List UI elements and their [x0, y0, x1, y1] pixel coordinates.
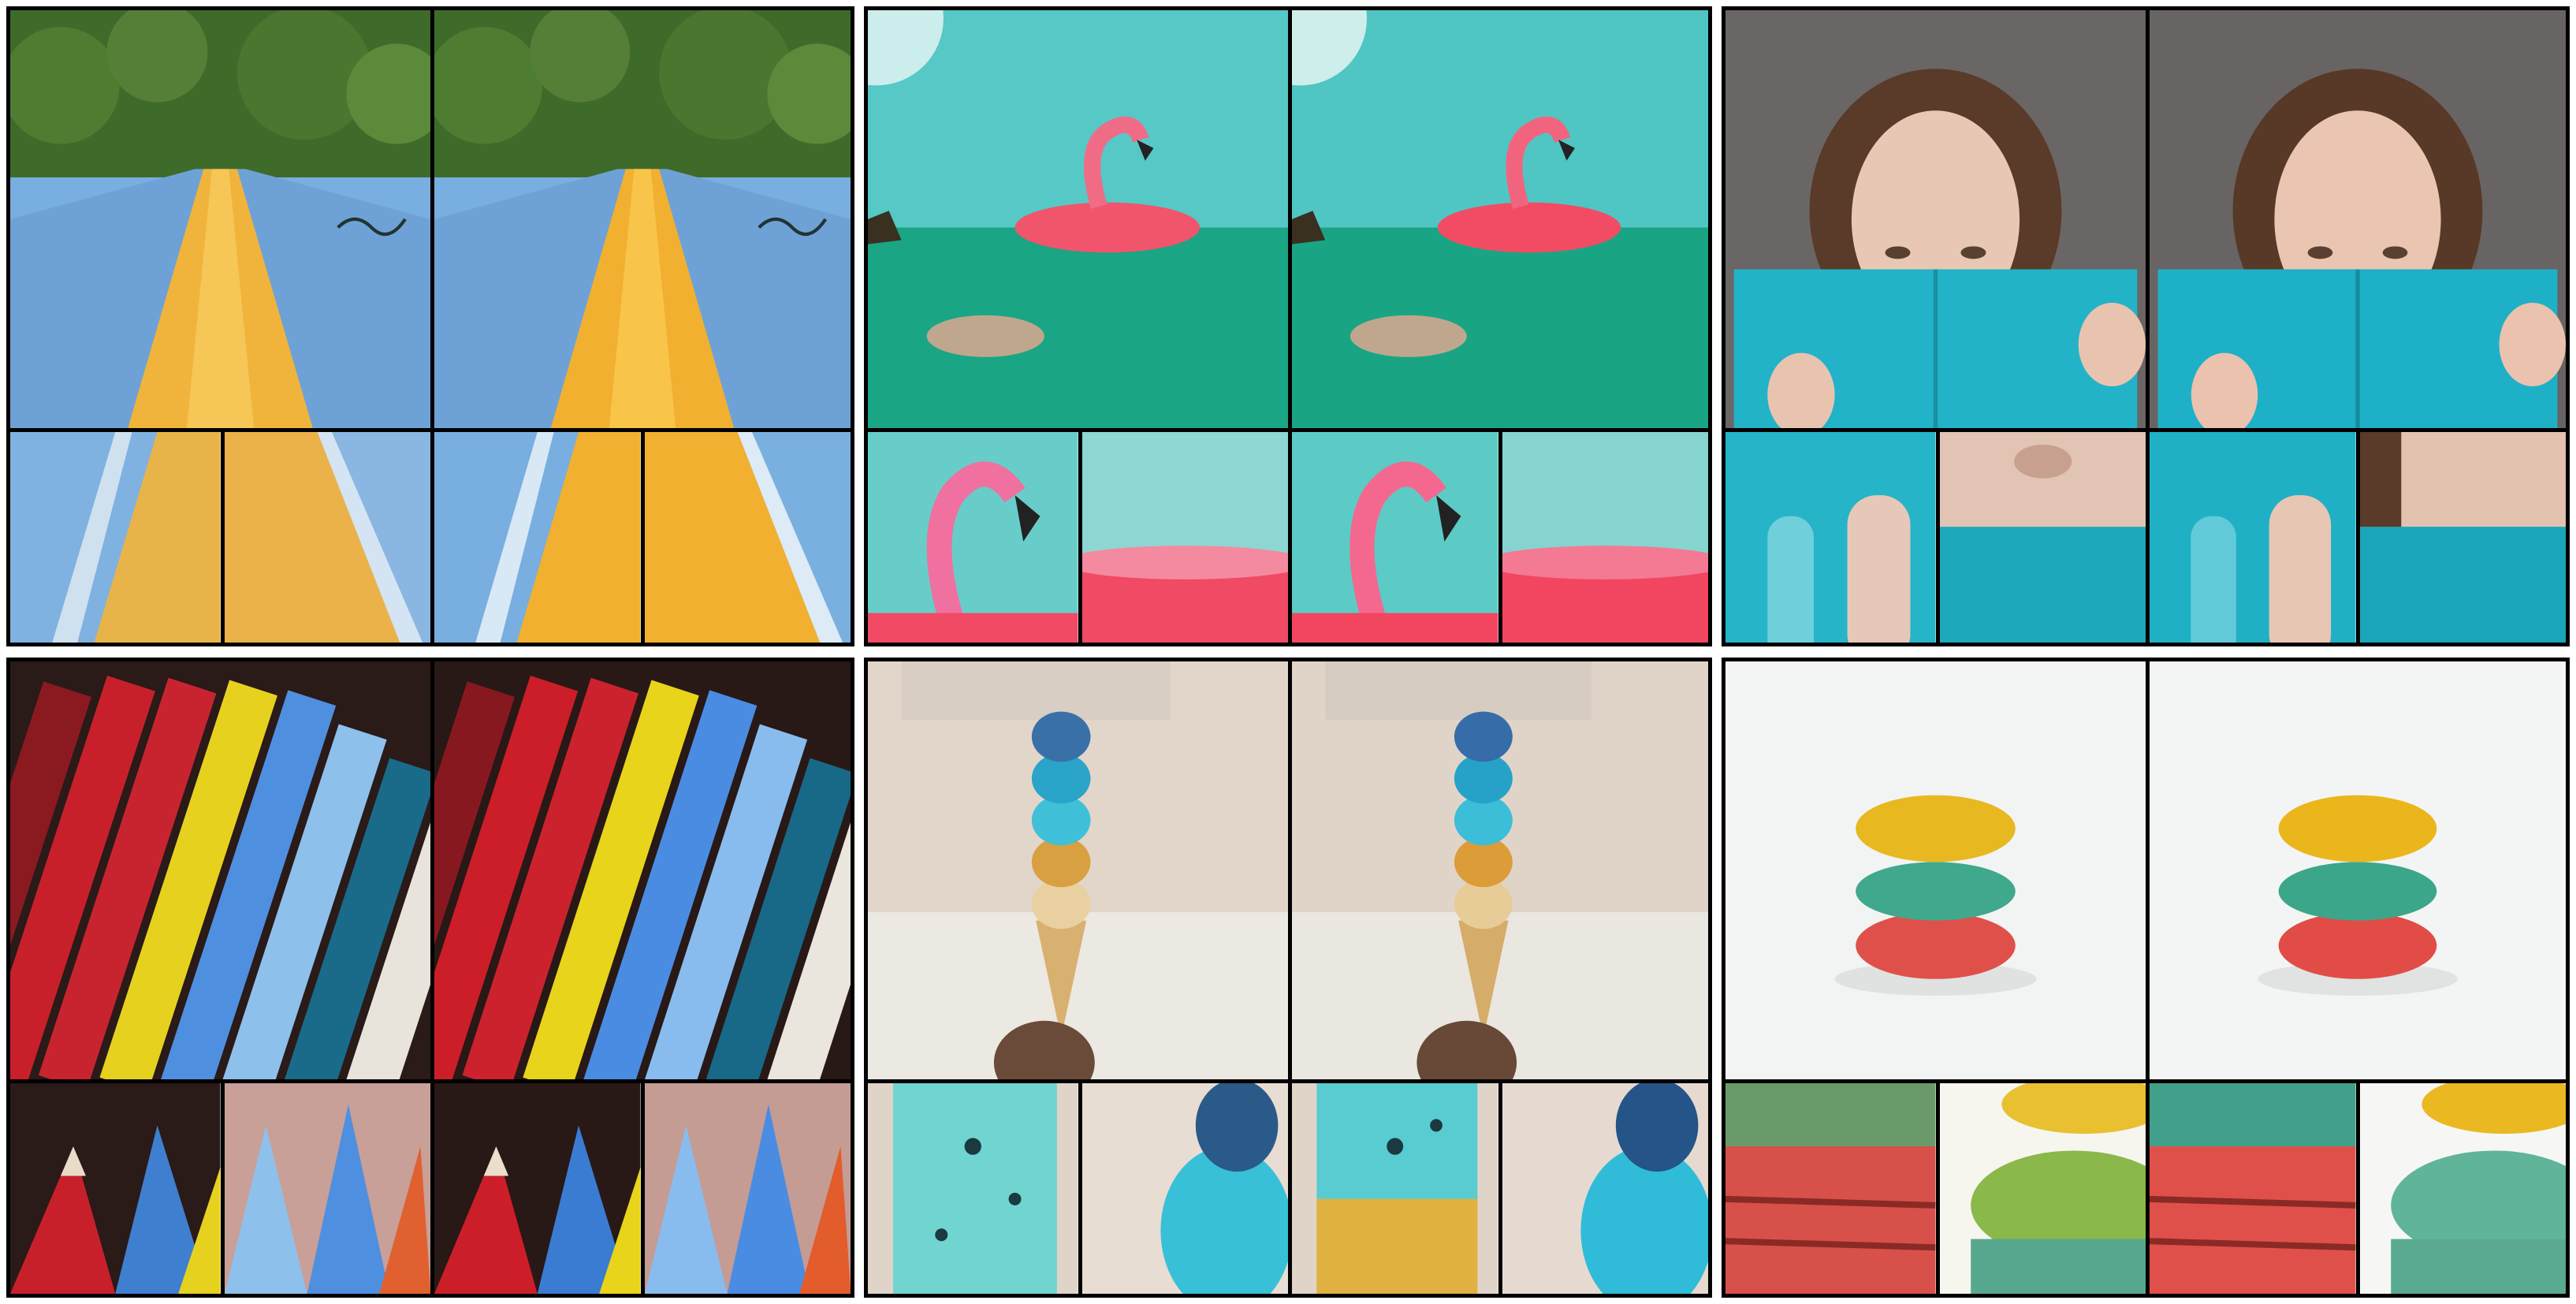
crop-macarons-4	[2355, 1079, 2566, 1294]
crop-pencils-4	[640, 1079, 851, 1294]
crop-macarons-2	[1935, 1079, 2146, 1294]
panel-flamingo-right	[1288, 10, 1708, 428]
panel-pencils-left	[10, 661, 430, 1079]
group-water-slide	[6, 6, 854, 646]
crop-woman-book-4	[2355, 428, 2566, 643]
crop-macarons-3	[2146, 1079, 2356, 1294]
crop-woman-book-1	[1725, 428, 1936, 643]
crop-ice-cream-1	[868, 1079, 1078, 1294]
crop-flamingo-1	[868, 428, 1078, 643]
crop-flamingo-2	[1078, 428, 1288, 643]
panel-ice-cream-right	[1288, 661, 1708, 1079]
group-color-pencils	[6, 658, 854, 1298]
panel-water-slide-left	[10, 10, 430, 428]
panel-pencils-right	[430, 661, 851, 1079]
crop-water-slide-3	[430, 428, 641, 643]
crop-water-slide-2	[220, 428, 430, 643]
crop-pencils-3	[430, 1079, 641, 1294]
panel-flamingo-left	[868, 10, 1288, 428]
crop-pencils-2	[220, 1079, 430, 1294]
group-woman-book	[1722, 6, 2570, 646]
panel-macarons-right	[2146, 661, 2566, 1079]
crop-ice-cream-2	[1078, 1079, 1288, 1294]
crop-water-slide-1	[10, 428, 221, 643]
group-ice-cream	[864, 658, 1712, 1298]
crop-flamingo-3	[1288, 428, 1498, 643]
crop-ice-cream-3	[1288, 1079, 1498, 1294]
crop-woman-book-2	[1935, 428, 2146, 643]
panel-water-slide-right	[430, 10, 851, 428]
crop-water-slide-4	[640, 428, 851, 643]
crop-macarons-1	[1725, 1079, 1936, 1294]
panel-ice-cream-left	[868, 661, 1288, 1079]
panel-woman-book-right	[2146, 10, 2566, 428]
panel-woman-book-left	[1725, 10, 2146, 428]
panel-macarons-left	[1725, 661, 2146, 1079]
crop-pencils-1	[10, 1079, 221, 1294]
group-flamingo-float	[864, 6, 1712, 646]
group-macarons	[1722, 658, 2570, 1298]
crop-flamingo-4	[1498, 428, 1708, 643]
crop-woman-book-3	[2146, 428, 2356, 643]
crop-ice-cream-4	[1498, 1079, 1708, 1294]
